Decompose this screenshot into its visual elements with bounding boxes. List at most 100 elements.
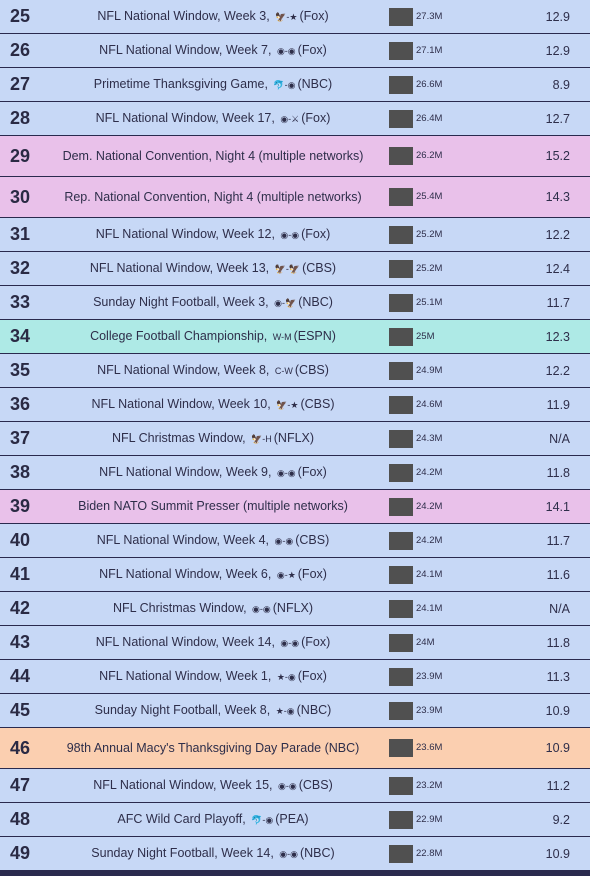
broadcast-name: NFL National Window, Week 6,: [99, 566, 272, 581]
viewer-count: 24.1M: [416, 568, 443, 580]
rank-number: 41: [10, 564, 31, 584]
broadcast-title: Sunday Night Football, Week 3, ◉-🦅 (NBC): [45, 295, 381, 311]
table-row: 41 NFL National Window, Week 6, ◉-★ (Fox) 2…: [0, 558, 590, 591]
table-row: 42 NFL Christmas Window, ◉-◉ (NFLX) 24.1M N/…: [0, 592, 590, 625]
viewer-count: 25.4M: [416, 191, 443, 202]
viewer-count: 22.9M: [416, 813, 443, 825]
network-label: (NBC): [298, 294, 333, 309]
table-row: 46 98th Annual Macy's Thanksgiving Day Pa…: [0, 728, 590, 768]
viewer-count: 24.6M: [416, 398, 443, 410]
broadcast-name: NFL National Window, Week 7,: [99, 42, 272, 57]
broadcast-name: NFL National Window, Week 8,: [97, 362, 270, 377]
team-logos-icon: 🦅-★: [276, 399, 299, 410]
network-label: (NBC): [299, 845, 335, 860]
viewer-bar: [389, 109, 413, 128]
table-row: 47 NFL National Window, Week 15, ◉-◉ (CBS)…: [0, 769, 590, 802]
table-row: 30 Rep. National Convention, Night 4 (mul…: [0, 177, 590, 217]
network-label: (Fox): [301, 634, 331, 649]
broadcast-title: NFL National Window, Week 8, C-W (CBS): [45, 363, 381, 379]
viewer-count: 23.6M: [416, 742, 443, 753]
broadcast-title: NFL Christmas Window, ◉-◉ (NFLX): [45, 601, 381, 617]
viewer-count: 24.1M: [416, 602, 443, 614]
network-label: (NBC): [296, 702, 332, 717]
viewer-bar: [389, 259, 413, 278]
viewer-bar: [389, 7, 413, 26]
network-label: (ESPN): [293, 328, 336, 343]
viewer-bar: [389, 463, 413, 482]
viewer-count: 23.9M: [416, 670, 443, 682]
rating-value: 11.8: [546, 635, 570, 650]
viewer-count: 27.3M: [416, 10, 443, 22]
network-label: (CBS): [295, 532, 330, 547]
rank-number: 35: [10, 360, 31, 380]
broadcast-name: Sunday Night Football, Week 8,: [94, 702, 271, 717]
network-label: (CBS): [294, 362, 329, 377]
table-row: 26 NFL National Window, Week 7, ◉-◉ (Fox) 2…: [0, 34, 590, 67]
viewer-bar: [389, 41, 413, 60]
table-row: 28 NFL National Window, Week 17, ◉-⚔ (Fox)…: [0, 102, 590, 135]
viewer-count: 25.2M: [416, 228, 443, 240]
rank-number: 37: [10, 428, 31, 448]
table-row: 33 Sunday Night Football, Week 3, ◉-🦅 (NBC…: [0, 286, 590, 319]
rank-number: 29: [10, 145, 31, 166]
broadcast-title: NFL National Window, Week 3, 🦅-★ (Fox): [45, 9, 381, 25]
network-label: (NFLX): [273, 430, 315, 445]
broadcast-title: NFL National Window, Week 4, ◉-◉ (CBS): [45, 533, 381, 549]
viewer-bar: [389, 667, 413, 686]
broadcast-name: 98th Annual Macy's Thanksgiving Day Para…: [66, 740, 360, 755]
team-logos-icon: C-W: [274, 365, 293, 376]
table-row: 27 Primetime Thanksgiving Game, 🐬-◉ (NBC) 2…: [0, 68, 590, 101]
viewer-bar: [389, 225, 413, 244]
rank-number: 28: [10, 108, 31, 128]
rank-number: 31: [10, 224, 31, 244]
network-label: (NFLX): [272, 600, 314, 615]
network-label: (Fox): [299, 8, 329, 23]
rating-value: 12.4: [545, 261, 570, 276]
rating-value: 11.3: [546, 669, 570, 684]
rank-number: 39: [10, 496, 31, 516]
rank-number: 33: [10, 292, 31, 312]
viewer-count: 25.2M: [416, 262, 443, 274]
rating-value: 11.9: [546, 397, 570, 412]
rank-number: 30: [10, 186, 31, 207]
team-logos-icon: ◉-◉: [280, 229, 300, 240]
table-row: 29 Dem. National Convention, Night 4 (mul…: [0, 136, 590, 176]
table-row: 44 NFL National Window, Week 1, ★-◉ (Fox) 2…: [0, 660, 590, 693]
network-label: (CBS): [300, 396, 335, 411]
viewer-bar: [389, 701, 413, 720]
viewer-bar: [389, 531, 413, 550]
team-logos-icon: ◉-🦅: [274, 297, 297, 308]
team-logos-icon: ◉-◉: [274, 535, 294, 546]
network-label: (CBS): [298, 777, 333, 792]
viewer-count: 26.2M: [416, 150, 443, 161]
broadcast-name: NFL Christmas Window,: [111, 430, 246, 445]
team-logos-icon: 🦅-H: [251, 433, 272, 444]
broadcast-name: NFL National Window, Week 15,: [93, 777, 273, 792]
broadcast-name: NFL National Window, Week 1,: [99, 668, 272, 683]
rating-value: 15.2: [545, 149, 570, 163]
team-logos-icon: ◉-⚔: [280, 113, 300, 124]
rank-number: 49: [10, 843, 31, 863]
team-logos-icon: ◉-◉: [278, 780, 297, 791]
network-label: (Fox): [297, 668, 327, 683]
broadcast-name: NFL National Window, Week 12,: [95, 226, 275, 241]
broadcast-name: NFL National Window, Week 17,: [95, 110, 275, 125]
viewer-bar: [389, 599, 413, 618]
viewer-count: 26.6M: [416, 78, 443, 90]
broadcast-name: Rep. National Convention, Night 4 (multi…: [64, 189, 362, 204]
viewer-count: 24.2M: [416, 534, 443, 546]
broadcast-title: NFL National Window, Week 1, ★-◉ (Fox): [45, 669, 381, 685]
table-row: 45 Sunday Night Football, Week 8, ★-◉ (NBC…: [0, 694, 590, 727]
broadcast-name: Dem. National Convention, Night 4 (multi…: [62, 148, 364, 163]
rating-value: 14.3: [545, 190, 570, 204]
broadcast-name: NFL National Window, Week 3,: [97, 8, 270, 23]
viewer-count: 27.1M: [416, 44, 443, 56]
broadcast-title: Sunday Night Football, Week 8, ★-◉ (NBC): [45, 703, 381, 719]
rating-value: 14.1: [545, 499, 570, 514]
rating-value: 11.2: [546, 778, 570, 793]
rating-value: N/A: [549, 431, 570, 446]
team-logos-icon: ★-◉: [276, 671, 296, 682]
viewer-bar: [389, 293, 413, 312]
team-logos-icon: ◉-◉: [276, 467, 296, 478]
